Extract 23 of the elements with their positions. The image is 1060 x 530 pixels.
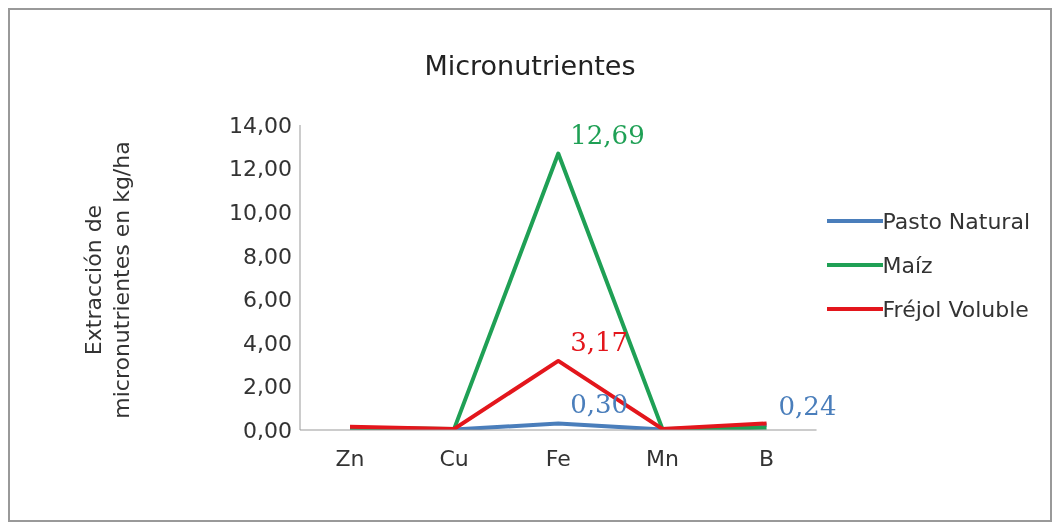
- x-tick-label: Cu: [439, 445, 469, 471]
- x-tick-label: B: [759, 445, 775, 471]
- y-axis-title: Extracción de micronutrientes en kg/ha: [80, 140, 135, 421]
- y-tick-label: 12,00: [229, 156, 292, 182]
- line-series: [348, 358, 769, 430]
- y-tick-label: 2,00: [243, 374, 292, 400]
- x-tick-label: Mn: [645, 445, 679, 471]
- legend-label: Maíz: [882, 252, 933, 278]
- y-tick-label: 6,00: [243, 287, 292, 313]
- data-label: 0,30: [570, 389, 629, 420]
- data-label: 0,24: [778, 390, 837, 421]
- legend-label: Pasto Natural: [882, 208, 1030, 234]
- chart-title: Micronutrientes: [423, 50, 637, 81]
- y-tick-label: 10,00: [229, 199, 292, 225]
- x-tick-label: Zn: [335, 445, 365, 471]
- y-tick-label: 4,00: [243, 330, 292, 356]
- data-label: 12,69: [570, 119, 645, 150]
- y-tick-label: 0,00: [243, 417, 292, 443]
- x-tick-label: Fe: [545, 445, 571, 471]
- y-tick-label: 14,00: [229, 112, 292, 138]
- data-label: 3,17: [570, 326, 629, 357]
- y-tick-label: 8,00: [243, 243, 292, 269]
- legend-label: Fréjol Voluble: [882, 296, 1029, 322]
